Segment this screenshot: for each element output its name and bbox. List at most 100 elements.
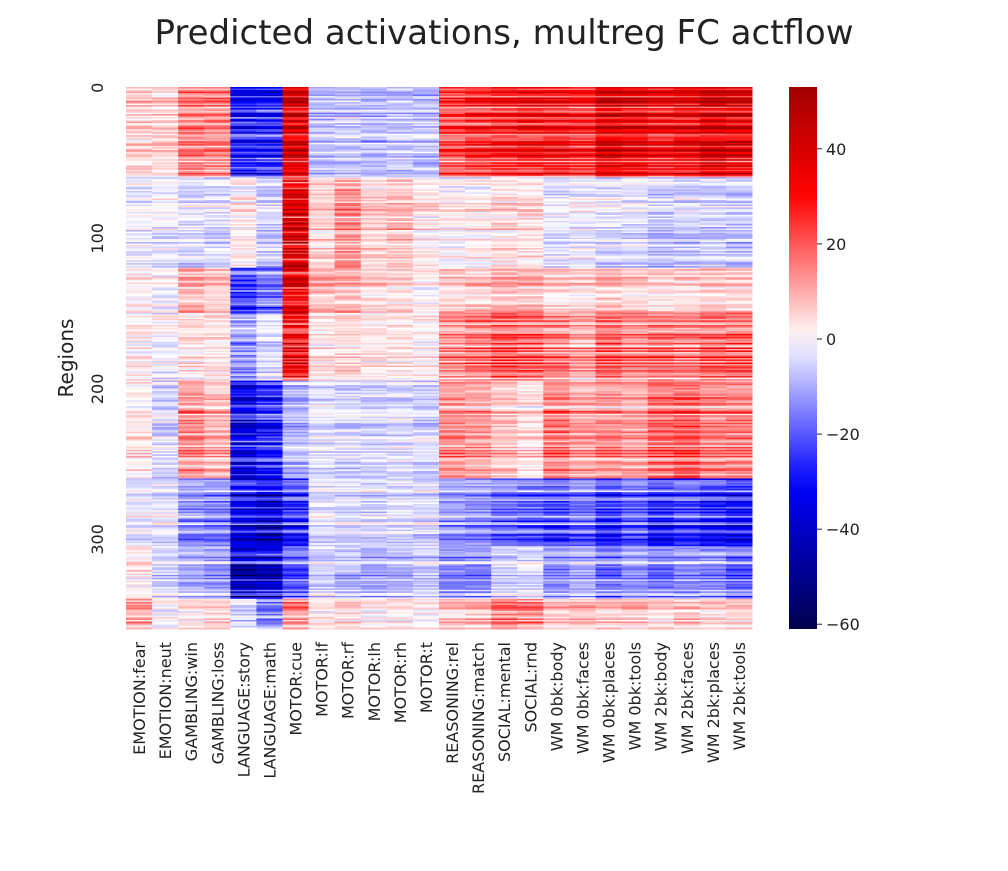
heatmap-cell — [152, 264, 179, 267]
heatmap-cell — [491, 117, 518, 120]
heatmap-cell — [465, 111, 492, 114]
heatmap-cell — [334, 169, 362, 172]
heatmap-cell — [621, 284, 649, 287]
heatmap-cell — [308, 315, 336, 318]
heatmap-cell — [204, 335, 231, 338]
heatmap-cell — [126, 368, 153, 371]
heatmap-cell — [152, 236, 179, 239]
heatmap-cell — [412, 338, 440, 341]
heatmap-cell — [204, 169, 231, 172]
heatmap-cell — [517, 117, 544, 120]
heatmap-cell — [595, 133, 623, 136]
heatmap-cell — [569, 318, 596, 321]
heatmap-cell — [595, 252, 623, 255]
heatmap-cell — [491, 202, 518, 205]
heatmap-cell — [647, 315, 675, 318]
heatmap-cell — [308, 193, 336, 196]
heatmap-cell — [465, 267, 492, 270]
heatmap-cell — [491, 187, 518, 190]
heatmap-cell — [517, 239, 544, 242]
heatmap-cell — [595, 233, 623, 236]
heatmap-cell — [673, 296, 701, 299]
heatmap-cell — [517, 373, 544, 376]
heatmap-cell — [595, 126, 623, 129]
heatmap-cell — [595, 147, 623, 150]
heatmap-cell — [230, 103, 257, 106]
heatmap-cell — [517, 166, 544, 169]
heatmap-cell — [204, 220, 231, 223]
heatmap-cell — [230, 102, 257, 105]
heatmap-cell — [621, 348, 649, 351]
heatmap-cell — [334, 385, 362, 388]
heatmap-cell — [569, 309, 596, 312]
heatmap-cell — [178, 361, 205, 364]
heatmap-cell — [543, 323, 570, 326]
heatmap-cell — [647, 139, 675, 142]
heatmap-cell — [334, 367, 362, 370]
heatmap-cell — [491, 171, 518, 174]
heatmap-cell — [725, 141, 753, 144]
heatmap-cell — [334, 398, 362, 401]
heatmap-cell — [543, 327, 570, 330]
heatmap-cell — [412, 350, 440, 353]
heatmap-cell — [569, 385, 596, 388]
heatmap-cell — [725, 309, 753, 312]
heatmap-cell — [308, 91, 336, 94]
heatmap-cell — [386, 225, 414, 228]
heatmap-cell — [308, 299, 336, 302]
heatmap-cell — [647, 388, 675, 391]
heatmap-cell — [595, 354, 623, 357]
heatmap-cell — [491, 198, 518, 201]
heatmap-cell — [491, 308, 518, 311]
heatmap-cell — [569, 329, 596, 332]
heatmap-cell — [386, 374, 414, 377]
heatmap-cell — [699, 213, 727, 216]
heatmap-cell — [439, 269, 466, 272]
heatmap-cell — [152, 132, 179, 135]
heatmap-cell — [595, 192, 623, 195]
heatmap-cell — [725, 145, 753, 148]
heatmap-cell — [465, 178, 492, 181]
heatmap-cell — [256, 228, 283, 231]
heatmap-cell — [282, 216, 310, 219]
heatmap-cell — [334, 377, 362, 380]
heatmap-cell — [282, 282, 310, 285]
heatmap-cell — [230, 129, 257, 132]
heatmap-cell — [230, 398, 257, 401]
heatmap-cell — [465, 261, 492, 264]
heatmap-cell — [517, 333, 544, 336]
heatmap-cell — [621, 87, 649, 90]
heatmap-cell — [699, 364, 727, 367]
heatmap-cell — [699, 118, 727, 121]
heatmap-cell — [647, 306, 675, 309]
heatmap-cell — [282, 210, 310, 213]
heatmap-cell — [517, 187, 544, 190]
heatmap-cell — [334, 233, 362, 236]
heatmap-cell — [126, 224, 153, 227]
heatmap-cell — [465, 165, 492, 168]
heatmap-cell — [152, 142, 179, 145]
heatmap-cell — [543, 320, 570, 323]
heatmap-cell — [308, 376, 336, 379]
heatmap-cell — [517, 258, 544, 261]
heatmap-cell — [204, 246, 231, 249]
heatmap-cell — [360, 219, 388, 222]
heatmap-cell — [178, 385, 205, 388]
heatmap-cell — [569, 121, 596, 124]
heatmap-cell — [465, 193, 492, 196]
heatmap-cell — [308, 288, 336, 291]
heatmap-cell — [308, 370, 336, 373]
heatmap-cell — [152, 398, 179, 401]
heatmap-cell — [491, 180, 518, 183]
heatmap-cell — [152, 373, 179, 376]
heatmap-cell — [230, 255, 257, 258]
heatmap-cell — [543, 376, 570, 379]
heatmap-cell — [230, 214, 257, 217]
heatmap-cell — [621, 356, 649, 359]
heatmap-cell — [673, 376, 701, 379]
heatmap-cell — [543, 394, 570, 397]
heatmap-cell — [465, 94, 492, 97]
heatmap-cell — [334, 228, 362, 231]
heatmap-cell — [334, 341, 362, 344]
heatmap-cell — [126, 275, 153, 278]
